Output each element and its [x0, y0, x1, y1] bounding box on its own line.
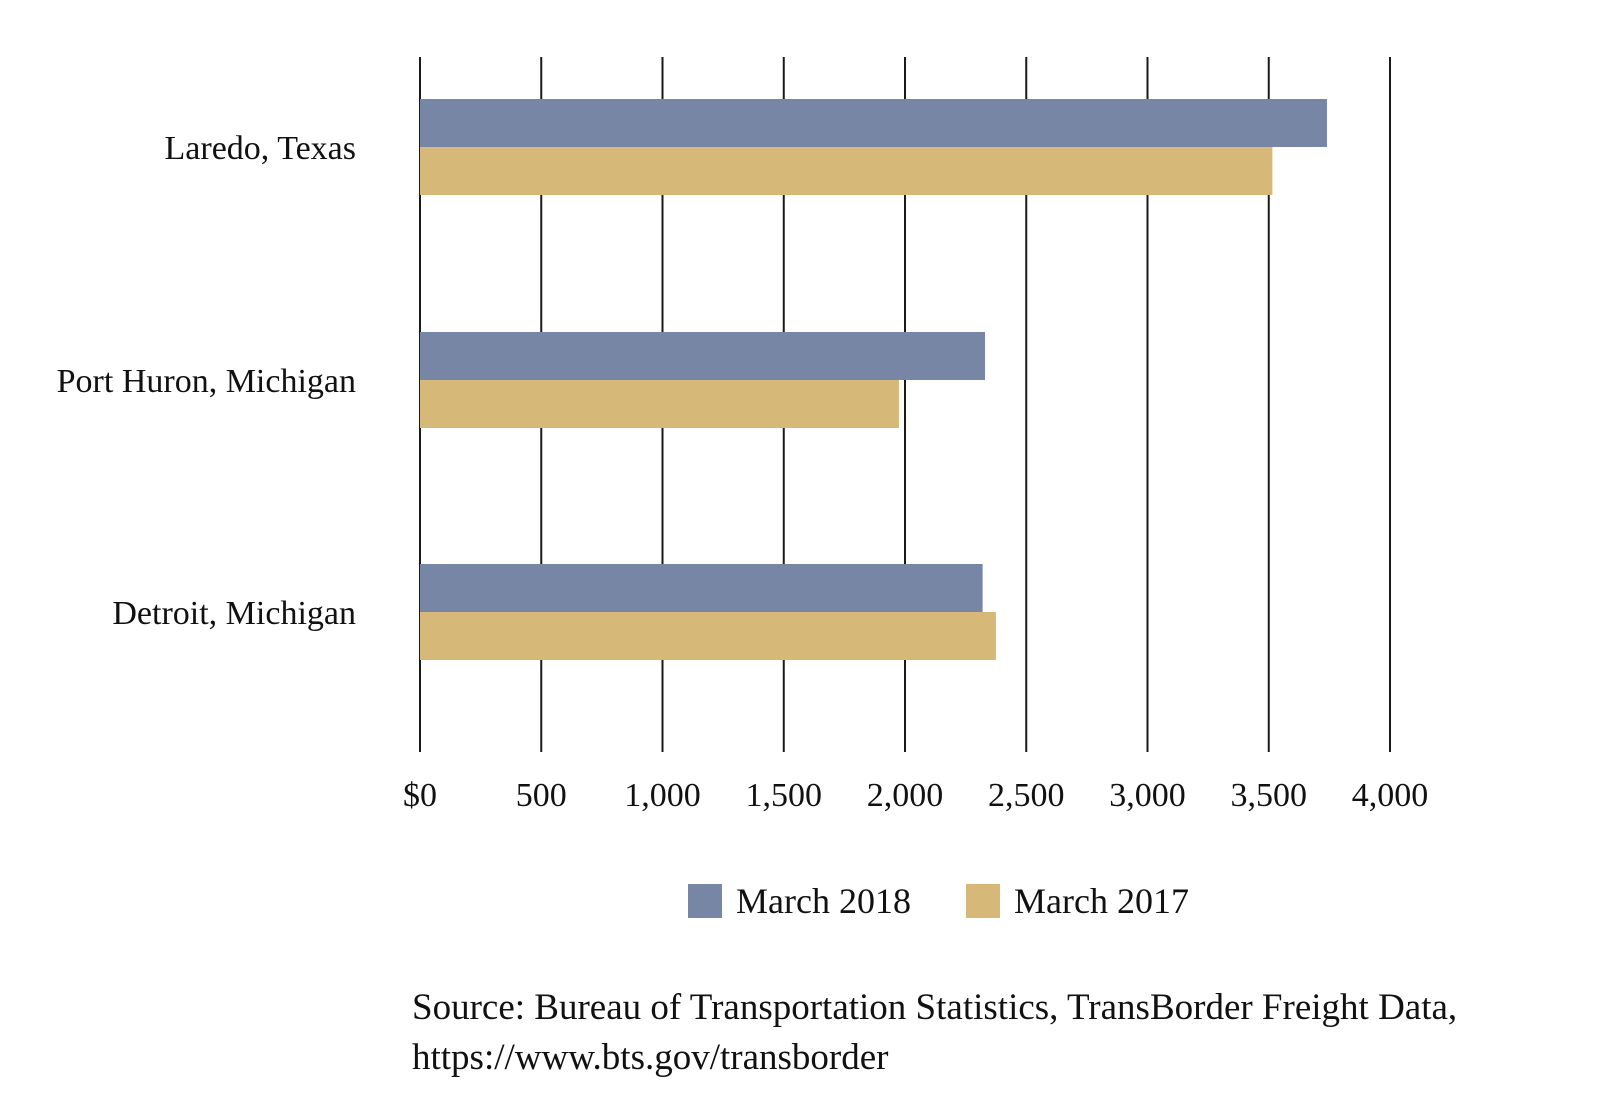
x-axis-tick-labels: $0 500 1,000 1,500 2,000 2,500 3,000 3,500 4,000: [403, 777, 1428, 814]
legend: March 2018 March 2017: [688, 881, 1189, 921]
bar-march-2017: [420, 147, 1273, 195]
source-note: Source: Bureau of Transportation Statist…: [412, 987, 1457, 1078]
x-tick-label: $0: [403, 777, 437, 814]
bar-march-2018: [420, 564, 983, 612]
x-tick-label: 3,000: [1109, 777, 1186, 814]
category-label: Detroit, Michigan: [112, 595, 356, 632]
legend-label: March 2018: [736, 881, 911, 921]
legend-label: March 2017: [1014, 881, 1189, 921]
x-tick-label: 500: [516, 777, 567, 814]
category-label: Laredo, Texas: [165, 130, 356, 167]
bar-march-2017: [420, 380, 899, 428]
x-tick-label: 2,500: [988, 777, 1065, 814]
category-labels: Laredo, Texas Port Huron, Michigan Detroit…: [57, 130, 356, 632]
bar-march-2018: [420, 332, 986, 380]
category-label: Port Huron, Michigan: [57, 363, 356, 400]
x-tick-label: 1,000: [624, 777, 701, 814]
bar-march-2017: [420, 612, 996, 660]
bars: [420, 99, 1327, 660]
x-tick-label: 1,500: [746, 777, 823, 814]
bar-march-2018: [420, 99, 1327, 147]
x-tick-label: 2,000: [867, 777, 944, 814]
x-tick-label: 3,500: [1231, 777, 1308, 814]
legend-swatch: [688, 884, 722, 918]
legend-swatch: [966, 884, 1000, 918]
source-line-1: Source: Bureau of Transportation Statist…: [412, 987, 1457, 1028]
source-line-2: https://www.bts.gov/transborder: [412, 1037, 889, 1078]
x-tick-label: 4,000: [1352, 777, 1429, 814]
